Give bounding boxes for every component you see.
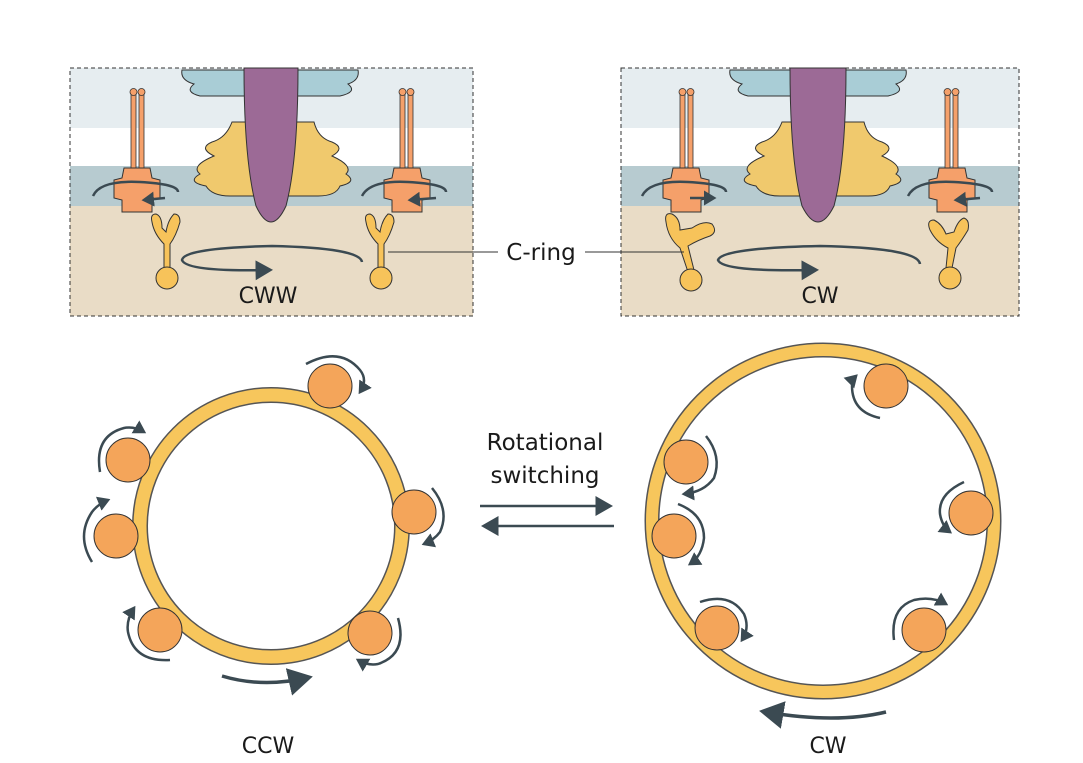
switch-label-line1: Rotational (487, 430, 604, 456)
motor-panel-right: CW (620, 67, 1020, 317)
stator-left (640, 88, 728, 213)
ring-cw: CW (644, 342, 1002, 759)
ring-unit (82, 496, 139, 563)
stator-right (906, 88, 994, 213)
rotation-arrow-cw (716, 244, 922, 281)
c-ring-callout: C-ring (388, 240, 684, 266)
rod (243, 67, 299, 223)
panel-right-label: CW (801, 284, 838, 309)
ring-unit (651, 502, 706, 566)
ring-unit (305, 355, 372, 409)
stator-right (360, 88, 448, 213)
c-ring-subunit-left (151, 213, 181, 290)
c-ring-subunit-left (665, 213, 716, 292)
ring-rotation-arrow (759, 701, 887, 729)
ring-unit (97, 420, 151, 483)
ring-unit (663, 435, 718, 501)
c-ring-label: C-ring (506, 240, 575, 266)
c-ring-subunit-right (365, 213, 395, 290)
ring-unit (347, 610, 402, 672)
ring-ccw: CCW (82, 355, 445, 759)
ring-unit (892, 592, 949, 653)
ring-rotation-arrow (221, 668, 313, 696)
rotational-switching: Rotational switching (480, 430, 614, 536)
ring-band (646, 344, 1000, 698)
switch-label-line2: switching (491, 463, 600, 489)
stator-left (91, 88, 180, 213)
rod (789, 67, 847, 223)
panel-left-label: CWW (239, 284, 298, 309)
motor-panel-left: CWW (69, 67, 474, 317)
ring-unit (391, 487, 445, 548)
c-ring-subunit-right (928, 217, 969, 290)
ring-right-label: CW (809, 734, 846, 759)
ring-unit (843, 363, 909, 420)
ring-unit (937, 480, 994, 536)
ring-unit (694, 597, 754, 651)
ring-left-label: CCW (242, 734, 295, 759)
panel-border (69, 67, 474, 317)
rotation-arrow-ccw (180, 244, 364, 281)
ring-unit (122, 605, 183, 662)
